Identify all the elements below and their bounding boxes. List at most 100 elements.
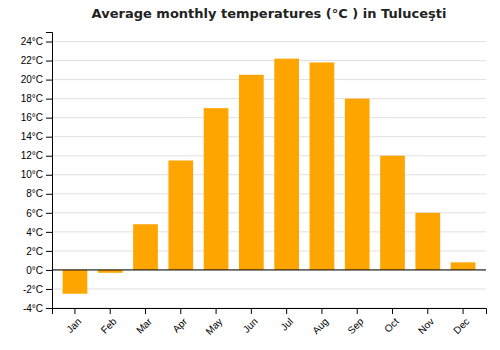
y-tick-mark — [46, 175, 52, 176]
y-tick-mark — [46, 137, 52, 138]
y-tick: 6°C — [26, 208, 52, 219]
x-tick-mark — [427, 308, 428, 314]
x-tick-mark — [216, 308, 217, 314]
y-tick: 22°C — [21, 55, 52, 66]
y-tick-label: 16°C — [21, 112, 43, 123]
bar — [63, 270, 88, 294]
x-tick-label: Nov — [416, 316, 436, 336]
y-tick-label: 0°C — [26, 265, 43, 276]
y-tick: 0°C — [26, 265, 52, 276]
y-tick-label: 4°C — [26, 227, 43, 238]
y-tick-mark — [46, 270, 52, 271]
x-axis-line — [53, 309, 487, 315]
y-tick-mark — [46, 194, 52, 195]
x-tick-label: Aug — [310, 316, 330, 336]
y-tick-label: 12°C — [21, 150, 43, 161]
grid-line — [52, 174, 486, 175]
y-tick-label: 22°C — [21, 55, 43, 66]
bar — [451, 262, 476, 270]
x-tick-mark — [110, 308, 111, 314]
y-tick-label: -4°C — [23, 303, 43, 314]
x-tick: Dec — [451, 308, 471, 336]
bar — [310, 62, 335, 269]
y-tick-label: 10°C — [21, 169, 43, 180]
x-tick-label: Apr — [170, 315, 189, 334]
y-tick: 2°C — [26, 246, 52, 257]
x-tick-mark — [145, 308, 146, 314]
x-tick-mark — [357, 308, 358, 314]
bar — [415, 213, 440, 270]
x-tick: Apr — [170, 308, 189, 335]
y-tick-label: 2°C — [26, 246, 43, 257]
x-tick: Aug — [310, 308, 330, 336]
grid-line — [52, 117, 486, 118]
bar — [239, 75, 264, 270]
x-axis: Jan Feb Mar Apr May Jun Jul Aug Sep Oct Nov Dec — [53, 308, 487, 337]
x-tick: Mar — [134, 308, 154, 336]
grid — [52, 42, 486, 308]
bar — [274, 59, 299, 270]
y-tick-label: 18°C — [21, 93, 43, 104]
x-tick-label: Sep — [345, 315, 366, 336]
y-tick: 24°C — [21, 36, 52, 47]
y-tick-label: -2°C — [23, 284, 43, 295]
x-tick: Jun — [241, 308, 260, 335]
x-tick-label: Oct — [382, 316, 401, 335]
grid-line — [52, 60, 486, 61]
y-tick-mark — [46, 232, 52, 233]
bar — [133, 224, 158, 270]
x-tick: Jan — [64, 308, 83, 335]
grid-line — [52, 193, 486, 194]
y-tick: -4°C — [23, 303, 52, 314]
x-tick-mark — [74, 308, 75, 314]
y-tick-mark — [46, 289, 52, 290]
x-tick: Jul — [278, 308, 295, 333]
bar — [380, 156, 405, 270]
grid-line — [52, 155, 486, 156]
y-tick: 10°C — [21, 169, 52, 180]
y-tick: -2°C — [23, 284, 52, 295]
y-axis-line — [46, 33, 53, 309]
x-tick-mark — [392, 308, 393, 314]
y-tick: 14°C — [21, 131, 52, 142]
chart-svg: -4°C -2°C 0°C 2°C 4°C 6°C 8°C 10°C 12°C 14°C 16°C 1… — [0, 0, 500, 350]
x-tick-mark — [180, 308, 181, 314]
chart-title: Average monthly temperatures (°C ) in Tu… — [92, 6, 447, 21]
bar — [204, 108, 229, 270]
x-tick-label: Jan — [64, 316, 83, 335]
grid-line — [52, 98, 486, 99]
y-tick-mark — [46, 251, 52, 252]
y-tick-label: 24°C — [21, 36, 43, 47]
x-tick: Oct — [382, 308, 401, 335]
y-tick-mark — [46, 118, 52, 119]
y-tick: 20°C — [21, 74, 52, 85]
grid-line — [52, 288, 486, 289]
y-tick-label: 20°C — [21, 74, 43, 85]
x-tick-mark — [251, 308, 252, 314]
y-tick-mark — [46, 80, 52, 81]
y-tick: 12°C — [21, 150, 52, 161]
x-tick-label: May — [203, 316, 224, 337]
x-tick: Feb — [99, 308, 119, 336]
zero-line — [52, 269, 486, 270]
y-tick: 4°C — [26, 227, 52, 238]
x-tick: May — [203, 308, 224, 337]
y-tick: 18°C — [21, 93, 52, 104]
y-tick: 8°C — [26, 188, 52, 199]
x-tick-label: Jul — [278, 316, 295, 333]
x-tick-mark — [463, 308, 464, 314]
y-tick-mark — [46, 156, 52, 157]
x-tick-label: Feb — [99, 315, 119, 335]
x-tick-mark — [321, 308, 322, 314]
x-tick-mark — [286, 308, 287, 314]
y-tick-mark — [46, 42, 52, 43]
x-tick: Nov — [416, 308, 436, 336]
y-tick-mark — [46, 308, 52, 309]
x-tick-label: Mar — [134, 315, 154, 335]
y-tick-label: 6°C — [26, 208, 43, 219]
x-tick-label: Dec — [451, 316, 471, 336]
y-tick-label: 8°C — [26, 188, 43, 199]
grid-line — [52, 41, 486, 42]
y-tick-mark — [46, 99, 52, 100]
grid-line — [52, 79, 486, 80]
